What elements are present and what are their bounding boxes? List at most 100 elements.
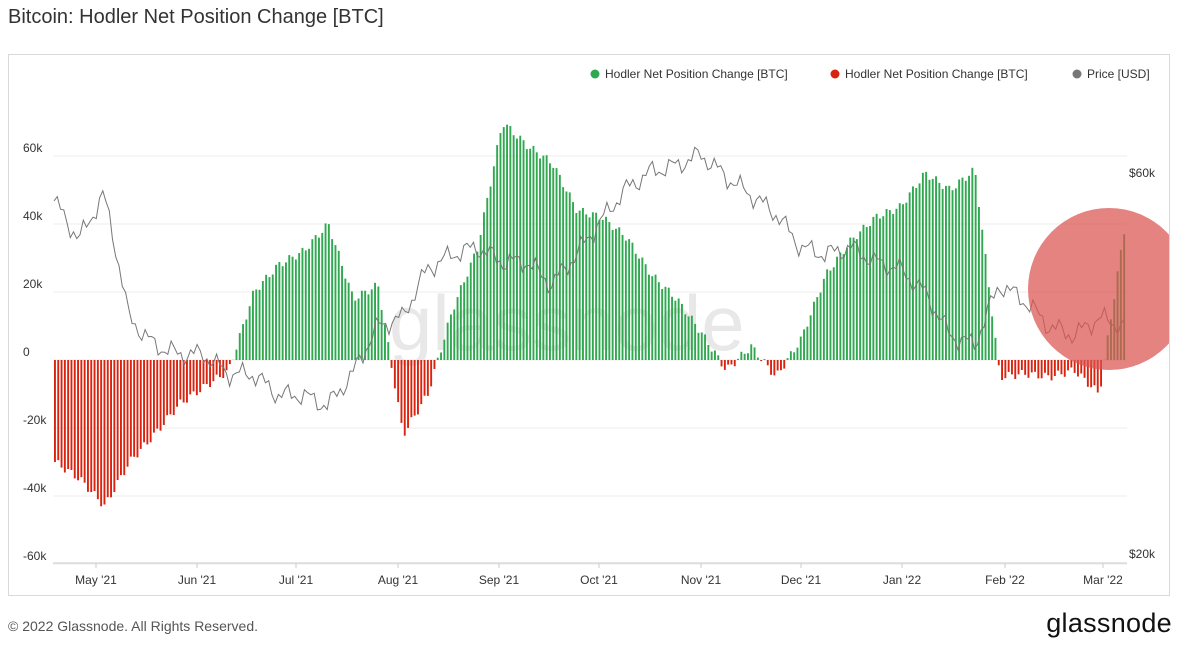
bar: [1037, 360, 1040, 379]
bar: [1096, 360, 1099, 393]
bar: [575, 213, 578, 360]
bar: [199, 360, 202, 393]
bar: [417, 360, 419, 415]
y-tick-label: -20k: [23, 413, 47, 427]
bar: [727, 360, 730, 365]
bar: [215, 360, 218, 375]
bar: [948, 185, 951, 360]
bar: [172, 360, 175, 416]
bar: [756, 357, 759, 360]
x-tick-label: Aug '21: [378, 573, 419, 587]
bar: [298, 253, 301, 360]
bar: [1057, 360, 1060, 371]
bar: [895, 208, 898, 360]
bar: [539, 158, 541, 360]
bar: [87, 360, 89, 492]
bar: [113, 360, 116, 492]
bar: [360, 290, 363, 360]
bar: [545, 155, 548, 360]
bar: [796, 347, 799, 360]
bar: [146, 360, 149, 445]
chart-svg: glassnode 60k40k20k0-20k-40k-60k$60k$20k…: [23, 67, 1169, 587]
bar: [776, 360, 779, 371]
bar: [93, 360, 96, 491]
bar: [281, 266, 284, 360]
bar-series: [54, 124, 1126, 507]
bar: [954, 188, 957, 360]
bar: [311, 239, 314, 360]
bar: [862, 224, 865, 360]
bar: [463, 282, 466, 360]
bar: [1007, 360, 1010, 372]
axes: 60k 40k 20k 0 -20k -40k -60k $60k $20k May '21 Jun…: [23, 141, 1156, 587]
bar: [126, 360, 129, 467]
bar: [1083, 360, 1086, 378]
bar: [54, 360, 56, 462]
legend-label: Price [USD]: [1087, 67, 1150, 81]
bar: [644, 264, 647, 360]
bar: [387, 342, 390, 360]
bar: [1047, 360, 1050, 376]
legend-label: Hodler Net Position Change [BTC]: [845, 67, 1028, 81]
bar: [671, 296, 673, 360]
glassnode-logo[interactable]: glassnode: [1046, 608, 1172, 638]
bar: [202, 360, 205, 384]
x-tick-label: Dec '21: [781, 573, 822, 587]
bar: [628, 239, 631, 360]
bar: [684, 314, 687, 360]
bar: [836, 256, 838, 360]
y2-tick-label: $20k: [1129, 547, 1156, 561]
x-tick-label: Jun '21: [178, 573, 217, 587]
bar: [384, 324, 386, 360]
bar: [403, 360, 406, 436]
bar: [621, 235, 624, 360]
bar: [1040, 360, 1043, 379]
bar: [195, 360, 198, 396]
bar: [479, 235, 482, 360]
bar: [981, 229, 984, 360]
bar: [704, 334, 706, 360]
bar: [60, 360, 63, 468]
bar: [535, 152, 538, 360]
legend[interactable]: Hodler Net Position Change [BTC] Hodler N…: [590, 67, 1150, 81]
bar: [1024, 360, 1027, 375]
bar: [324, 223, 327, 360]
bar: [766, 360, 769, 366]
bar: [987, 287, 990, 360]
bar: [70, 360, 73, 470]
bar: [443, 339, 446, 360]
bar: [344, 278, 347, 360]
bar: [865, 227, 868, 360]
bar: [139, 360, 142, 449]
bar: [770, 360, 772, 375]
bar: [314, 235, 317, 360]
bar: [654, 274, 657, 360]
bar: [902, 204, 904, 360]
bar: [288, 255, 291, 360]
bar: [397, 360, 400, 403]
bar: [1001, 360, 1003, 380]
bar: [509, 126, 512, 360]
bar: [275, 264, 277, 360]
bar: [143, 360, 145, 443]
bar: [519, 135, 522, 360]
bar: [120, 360, 122, 476]
bar: [235, 349, 238, 360]
bar: [753, 347, 756, 360]
bar: [242, 324, 244, 360]
bar: [466, 276, 469, 360]
highlight-annotation: [1028, 208, 1169, 370]
bar: [925, 171, 928, 360]
bar: [664, 286, 667, 360]
bar: [885, 209, 888, 360]
bar: [456, 297, 459, 360]
bar: [390, 360, 393, 368]
bar: [638, 258, 640, 360]
bar: [380, 310, 383, 360]
bar: [720, 360, 723, 367]
bar: [578, 210, 581, 360]
y-tick-label: 0: [23, 345, 30, 359]
bar: [905, 202, 908, 360]
bar: [964, 180, 967, 360]
bar: [605, 216, 607, 360]
